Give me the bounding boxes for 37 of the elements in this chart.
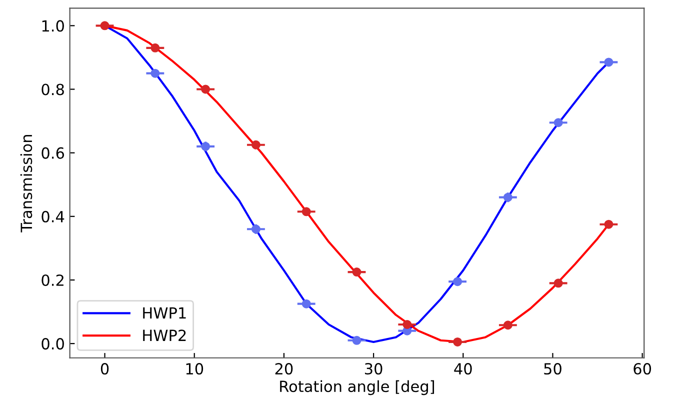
x-tick-label: 20 [275, 363, 293, 375]
point [352, 268, 362, 277]
point [251, 224, 260, 234]
point [100, 21, 110, 30]
point [554, 278, 563, 288]
point [302, 299, 311, 308]
point [604, 220, 614, 229]
y-tick-label: 0.0 [42, 338, 64, 350]
point [150, 43, 160, 52]
point [453, 337, 462, 346]
x-tick-label: 50 [544, 363, 562, 375]
x-tick-label: 40 [454, 363, 472, 375]
x-tick-label: 60 [634, 363, 652, 375]
x-tick-label: 30 [364, 363, 382, 375]
point [150, 68, 160, 78]
point [503, 192, 512, 202]
point [201, 84, 210, 94]
point [302, 207, 311, 216]
y-tick-label: 1.0 [42, 20, 64, 32]
point [251, 140, 260, 150]
x-tick-label: 10 [186, 363, 204, 375]
point [503, 320, 512, 330]
x-tick-label: 0 [100, 363, 109, 375]
point [554, 118, 563, 128]
point [352, 336, 362, 345]
point [402, 320, 412, 329]
y-axis-title: Transmission [20, 134, 32, 232]
point [201, 142, 210, 151]
y-tick-label: 0.2 [42, 274, 64, 286]
x-axis-title: Rotation angle [deg] [280, 380, 434, 396]
y-tick-label: 0.4 [42, 210, 64, 222]
legend-label: HWP1 [143, 307, 186, 319]
y-tick-label: 0.8 [42, 84, 64, 96]
point [604, 58, 614, 67]
legend-label: HWP2 [143, 330, 186, 341]
point [453, 277, 462, 286]
y-tick-label: 0.6 [42, 147, 64, 159]
